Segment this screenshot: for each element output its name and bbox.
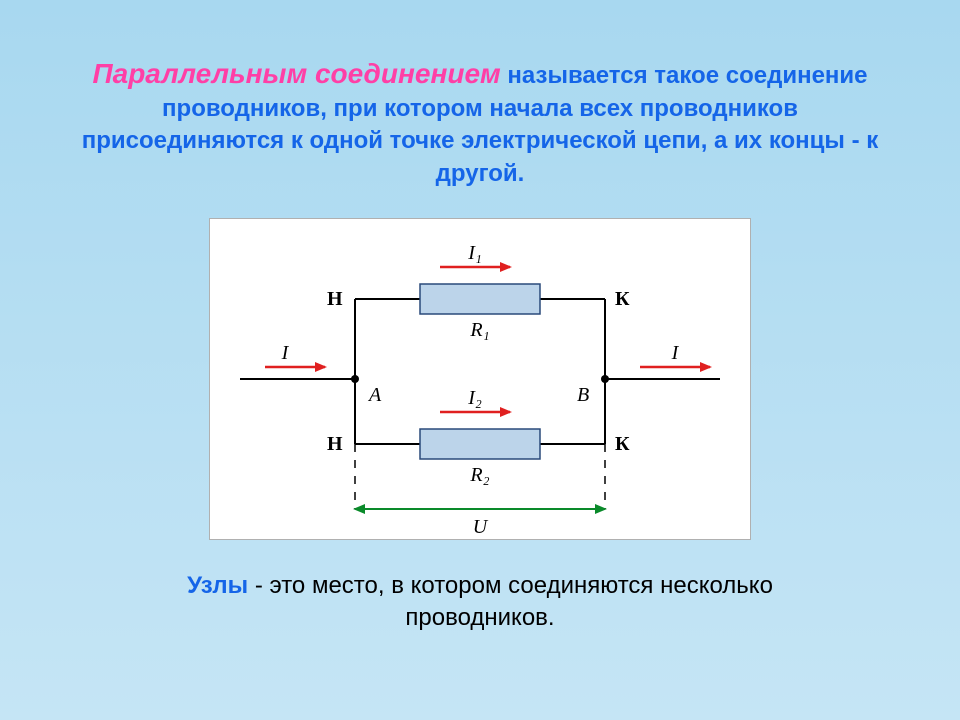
svg-text:Н: Н: [327, 433, 343, 455]
svg-text:I₁: I₁: [467, 242, 482, 264]
footer-strong: Узлы: [187, 572, 248, 599]
svg-text:I₂: I₂: [467, 387, 482, 409]
svg-text:I: I: [671, 342, 680, 364]
svg-text:B: B: [577, 384, 589, 406]
svg-text:R₁: R₁: [469, 319, 489, 341]
svg-text:К: К: [615, 288, 630, 310]
title-strong: Параллельным соединением: [92, 58, 500, 89]
heading: Параллельным соединением называется тако…: [0, 0, 960, 200]
footer-rest: - это место, в котором соединяются неско…: [248, 572, 773, 631]
svg-text:R₂: R₂: [469, 464, 489, 486]
svg-text:К: К: [615, 433, 630, 455]
footer-text: Узлы - это место, в котором соединяются …: [0, 540, 960, 635]
svg-text:A: A: [367, 384, 382, 406]
svg-text:I: I: [281, 342, 290, 364]
svg-text:U: U: [473, 516, 489, 538]
svg-text:Н: Н: [327, 288, 343, 310]
circuit-svg: I I I₁ I₂ R₁ R₂ A B Н Н К К U: [210, 219, 750, 539]
circuit-diagram: I I I₁ I₂ R₁ R₂ A B Н Н К К U: [209, 218, 751, 540]
